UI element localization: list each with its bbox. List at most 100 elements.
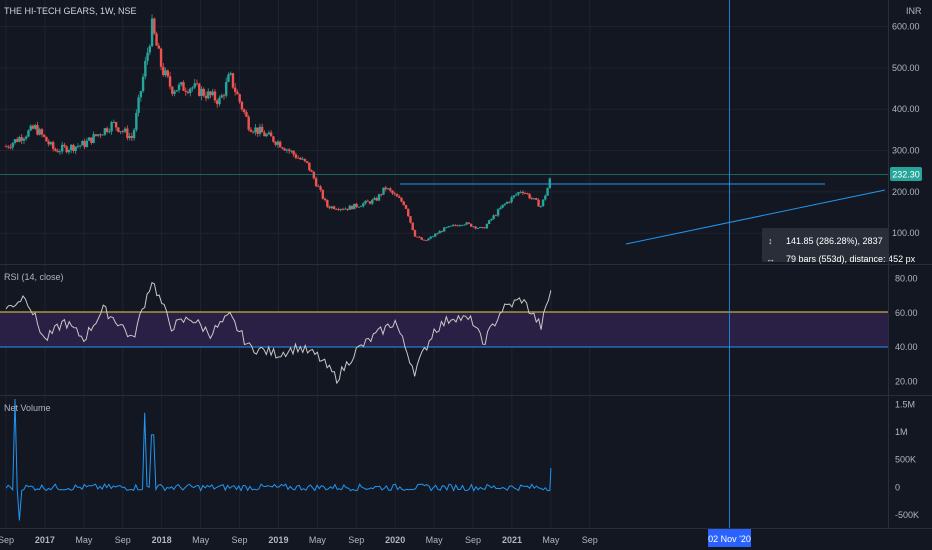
candle-body: [103, 128, 107, 135]
candle-body: [425, 240, 428, 242]
time-tick-label: May: [75, 535, 93, 545]
candle-body: [429, 236, 432, 239]
candle-body: [278, 141, 282, 148]
candle-body: [375, 198, 378, 201]
candle-body: [442, 227, 446, 232]
candle-body: [31, 125, 35, 129]
candle-body: [141, 76, 145, 92]
candle-body: [7, 146, 10, 148]
candle-body: [180, 82, 183, 85]
candle-body: [353, 203, 356, 210]
candle-body: [269, 132, 273, 137]
candle-body: [458, 225, 462, 227]
candle-body: [528, 193, 531, 199]
time-tick-label: 2021: [502, 535, 522, 545]
candle-body: [386, 188, 390, 190]
net-volume-tick-label: 0: [895, 482, 900, 492]
candle-body: [76, 145, 80, 147]
candle-body: [496, 209, 500, 216]
candle-body: [159, 48, 163, 67]
candle-body: [204, 95, 208, 99]
candle-body: [395, 194, 399, 197]
net-volume-tick-label: 500K: [895, 455, 916, 465]
candle-body: [337, 209, 340, 211]
candle-body: [433, 233, 437, 237]
price-pane[interactable]: THE HI-TECH GEARS, 1W, NSE ↕ 141.85 (286…: [0, 6, 916, 264]
candle-body: [364, 200, 367, 204]
rsi-tick-label: 20.00: [895, 377, 918, 387]
time-axis[interactable]: Sep 2017 May Sep 2018 May Sep 2019 May Sep 2020 May…: [0, 535, 598, 545]
time-tick-label: Sep: [465, 535, 481, 545]
price-tick-label: 300.00: [892, 146, 920, 156]
candle-body: [362, 203, 365, 207]
candle-body: [301, 158, 304, 160]
candle-body: [391, 190, 394, 194]
candle-body: [22, 138, 26, 141]
candle-body: [377, 194, 381, 201]
support-trendline[interactable]: [625, 189, 886, 245]
rsi-pane[interactable]: RSI (14, close): [0, 272, 888, 385]
measure-ruler-icon: ↕: [768, 236, 773, 246]
candle-body: [202, 88, 205, 96]
net-volume-tick-label: 1M: [895, 427, 908, 437]
candle-body: [308, 162, 311, 171]
candle-body: [198, 83, 201, 96]
candle-body: [287, 149, 291, 151]
candle-body: [58, 151, 62, 153]
candle-body: [126, 128, 129, 139]
candle-body: [382, 187, 385, 195]
candle-body: [81, 141, 84, 146]
crosshair-date-label: 02 Nov '20: [708, 534, 751, 544]
candle-body: [463, 224, 466, 226]
rsi-tick-label: 60.00: [895, 308, 918, 318]
candle-body: [193, 83, 196, 88]
candle-body: [74, 146, 77, 151]
candle-body: [258, 126, 262, 134]
candle-body: [514, 194, 518, 196]
candle-body: [393, 193, 396, 195]
net-volume-pane[interactable]: Net Volume: [4, 398, 552, 521]
candle-body: [184, 90, 187, 92]
candle-body: [200, 88, 203, 96]
candle-body: [67, 150, 71, 153]
candle-body: [371, 199, 374, 204]
price-axis[interactable]: INR 600.00 500.00 400.00 300.00 200.00 100.00…: [892, 6, 922, 520]
candle-body: [541, 199, 545, 207]
candle-body: [20, 137, 23, 141]
candle-body: [281, 147, 284, 149]
candle-body: [150, 18, 154, 47]
candle-body: [218, 97, 221, 105]
time-tick-label: 2017: [35, 535, 55, 545]
candle-body: [240, 101, 244, 110]
candle-body: [368, 201, 372, 204]
symbol-title: THE HI-TECH GEARS, 1W, NSE: [4, 6, 137, 16]
candle-body: [135, 112, 138, 130]
candle-body: [92, 134, 95, 143]
candle-body: [548, 178, 552, 189]
candle-body: [292, 150, 295, 155]
measure-box[interactable]: ↕ 141.85 (286.28%), 2837 ↔ 79 bars (553d…: [762, 228, 916, 264]
candle-body: [242, 109, 246, 113]
candle-body: [389, 188, 392, 191]
time-tick-label: May: [309, 535, 327, 545]
candle-body: [310, 170, 313, 172]
candle-body: [85, 140, 89, 147]
candle-body: [211, 91, 214, 96]
candle-body: [456, 225, 459, 227]
candle-body: [341, 208, 345, 210]
candle-body: [162, 66, 165, 76]
candle-body: [128, 135, 131, 139]
candle-body: [508, 201, 511, 203]
candle-body: [108, 131, 111, 133]
measure-arrows-icon: ↔: [766, 254, 775, 264]
candle-body: [294, 154, 298, 158]
candle-body: [483, 227, 486, 229]
candle-body: [63, 144, 66, 147]
time-tick-label: Sep: [0, 535, 14, 545]
candle-body: [157, 45, 161, 49]
candle-body: [45, 136, 48, 142]
candle-body: [501, 204, 504, 208]
candle-body: [436, 233, 439, 235]
candle-body: [144, 60, 147, 77]
